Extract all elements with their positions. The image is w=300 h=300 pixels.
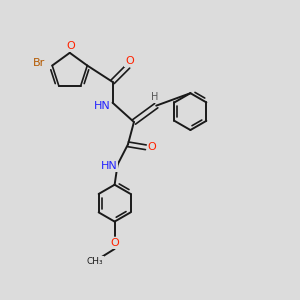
Text: H: H — [151, 92, 158, 102]
Text: CH₃: CH₃ — [87, 257, 104, 266]
Text: O: O — [125, 56, 134, 66]
Text: O: O — [110, 238, 119, 248]
Text: HN: HN — [101, 161, 118, 171]
Text: O: O — [147, 142, 156, 152]
Text: O: O — [66, 41, 75, 51]
Text: HN: HN — [94, 101, 110, 111]
Text: Br: Br — [33, 58, 45, 68]
